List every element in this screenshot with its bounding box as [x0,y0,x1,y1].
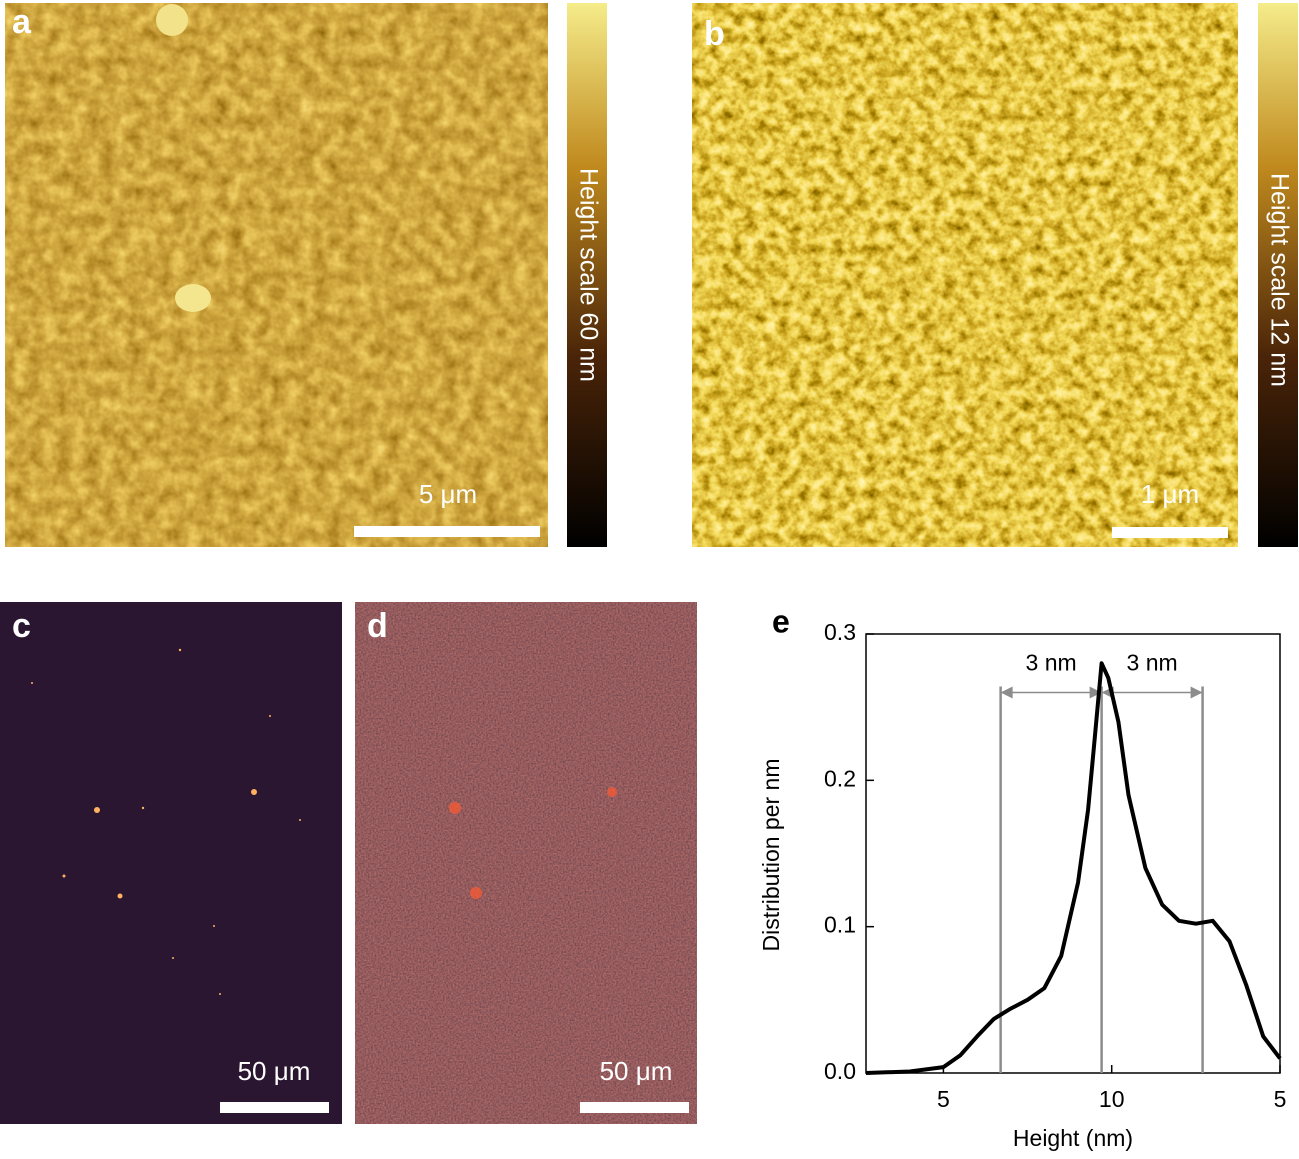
height-scale: Height scale 12 nm [1265,173,1293,387]
scale-bar-label: 50 μm [600,1056,673,1086]
x-tick-label: 10 [1099,1086,1125,1112]
scale-bar-label: 5 μm [419,479,477,509]
panel-label: b [704,15,725,53]
panel-label: a [12,3,32,41]
annotation: 3 nm [1026,650,1077,676]
x-tick-label: 5 [937,1086,950,1112]
y-tick-label: 0.3 [824,619,856,645]
scale-bar-label: 1 μm [1141,479,1199,509]
scale-bar-label: 50 μm [238,1056,311,1086]
y-tick-label: 0.0 [824,1058,856,1084]
colorbar [1258,3,1298,547]
panel-label: c [12,607,31,645]
fluorescence-image [0,602,342,1124]
scale-bar [220,1102,329,1113]
y-axis-label: Distribution per nm [758,758,784,951]
x-axis-label: Height (nm) [1013,1125,1133,1151]
particle [156,4,188,36]
scale-bar [1112,527,1228,538]
fluorescence-image [355,602,697,1124]
colorbar [567,3,607,547]
particle [175,284,211,312]
arrowhead [1190,686,1203,699]
arrowhead [1089,686,1102,699]
y-tick-label: 0.2 [824,765,856,791]
plot-frame [865,633,1281,1074]
afm-image [692,3,1238,547]
distribution-line [865,661,1282,1075]
panel-label: e [772,603,790,639]
y-tick-label: 0.1 [824,912,856,938]
panel-label: d [367,607,388,645]
height-scale: Height scale 60 nm [574,168,602,382]
x-tick-label: 5 [1274,1086,1287,1112]
scale-bar [354,526,540,537]
spots [31,648,301,995]
annotation: 3 nm [1127,650,1178,676]
arrowhead [1000,686,1013,699]
afm-image [5,3,548,547]
scale-bar [580,1102,689,1113]
chart: 5 10 5 0.0 0.1 0.2 0.3 3 nm 3 nm [824,619,1286,1112]
spots [449,787,617,899]
